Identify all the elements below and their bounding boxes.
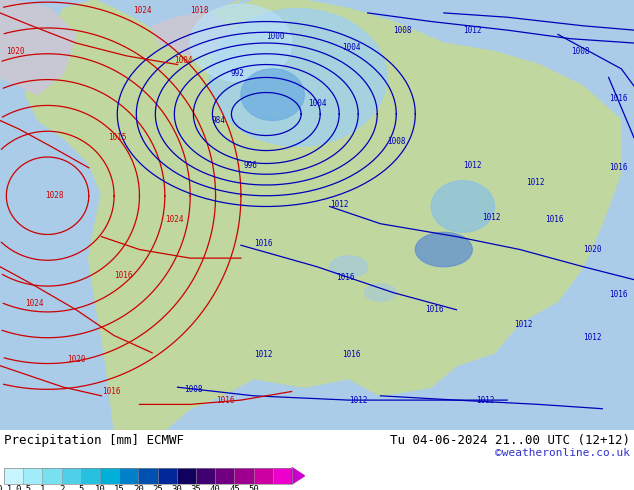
Text: ©weatheronline.co.uk: ©weatheronline.co.uk: [495, 448, 630, 459]
Text: 0.1: 0.1: [0, 485, 12, 490]
Text: 1020: 1020: [6, 47, 25, 56]
Text: 45: 45: [229, 485, 240, 490]
Ellipse shape: [330, 256, 368, 277]
Text: 1016: 1016: [336, 273, 355, 282]
Text: 1012: 1012: [482, 213, 501, 222]
Polygon shape: [190, 0, 241, 30]
Text: 1012: 1012: [463, 25, 482, 35]
Text: 1016: 1016: [609, 95, 628, 103]
Ellipse shape: [431, 181, 495, 232]
Text: 1012: 1012: [583, 333, 602, 342]
Text: 1008: 1008: [387, 138, 406, 147]
Text: 1020: 1020: [67, 355, 86, 364]
Bar: [61, 468, 81, 484]
Text: 1016: 1016: [216, 395, 235, 405]
Bar: [254, 468, 273, 484]
Text: 25: 25: [152, 485, 163, 490]
Bar: [235, 468, 254, 484]
Text: 1008: 1008: [393, 25, 412, 35]
Text: 1028: 1028: [44, 191, 63, 200]
Text: 1016: 1016: [101, 387, 120, 396]
Polygon shape: [0, 0, 76, 95]
Text: 1016: 1016: [609, 290, 628, 299]
Text: 1012: 1012: [349, 395, 368, 405]
Text: 1004: 1004: [174, 56, 193, 65]
Text: 1004: 1004: [342, 43, 361, 52]
Polygon shape: [152, 13, 241, 56]
Text: 992: 992: [231, 69, 245, 77]
Text: 1015: 1015: [108, 133, 127, 142]
Text: Precipitation [mm] ECMWF: Precipitation [mm] ECMWF: [4, 434, 184, 447]
Text: 35: 35: [191, 485, 202, 490]
Bar: [273, 468, 292, 484]
Text: 1000: 1000: [266, 32, 285, 41]
Bar: [158, 468, 177, 484]
Text: 1012: 1012: [514, 320, 533, 329]
Text: 1: 1: [40, 485, 45, 490]
Text: 1024: 1024: [165, 215, 184, 224]
Text: 2: 2: [59, 485, 64, 490]
Text: 10: 10: [94, 485, 105, 490]
Text: 0.5: 0.5: [15, 485, 31, 490]
Text: 15: 15: [114, 485, 124, 490]
Bar: [138, 468, 158, 484]
Text: 1016: 1016: [114, 271, 133, 280]
Text: 1016: 1016: [545, 215, 564, 224]
Text: 1016: 1016: [609, 163, 628, 172]
Polygon shape: [25, 0, 621, 430]
Bar: [81, 468, 100, 484]
Text: 50: 50: [249, 485, 259, 490]
Bar: [100, 468, 119, 484]
Bar: [23, 468, 42, 484]
Text: 1012: 1012: [254, 350, 273, 360]
Text: 1008: 1008: [571, 47, 590, 56]
Text: 1024: 1024: [25, 299, 44, 308]
Text: 1016: 1016: [254, 239, 273, 247]
Text: Tu 04-06-2024 21..00 UTC (12+12): Tu 04-06-2024 21..00 UTC (12+12): [390, 434, 630, 447]
Ellipse shape: [241, 69, 304, 121]
Ellipse shape: [209, 9, 387, 147]
Bar: [42, 468, 61, 484]
Text: 1016: 1016: [425, 305, 444, 314]
Bar: [4, 468, 292, 484]
FancyArrow shape: [292, 468, 304, 484]
Text: 1004: 1004: [307, 99, 327, 108]
Ellipse shape: [415, 232, 472, 267]
Bar: [177, 468, 196, 484]
Text: 1012: 1012: [330, 200, 349, 209]
Bar: [119, 468, 138, 484]
Text: 1012: 1012: [463, 161, 482, 170]
Bar: [4, 468, 23, 484]
Text: 5: 5: [78, 485, 84, 490]
Text: 996: 996: [243, 161, 257, 170]
Text: 1016: 1016: [342, 350, 361, 360]
Text: 1024: 1024: [133, 6, 152, 15]
Text: 40: 40: [210, 485, 221, 490]
Ellipse shape: [365, 284, 396, 301]
Bar: [196, 468, 215, 484]
Text: 1012: 1012: [476, 395, 495, 405]
Bar: [215, 468, 235, 484]
Text: 1012: 1012: [526, 178, 545, 187]
Text: 1008: 1008: [184, 385, 203, 394]
Ellipse shape: [190, 4, 292, 82]
Text: 1020: 1020: [583, 245, 602, 254]
Text: 30: 30: [171, 485, 182, 490]
Text: 1018: 1018: [190, 6, 209, 15]
Text: 20: 20: [133, 485, 144, 490]
Text: 984: 984: [212, 116, 226, 125]
